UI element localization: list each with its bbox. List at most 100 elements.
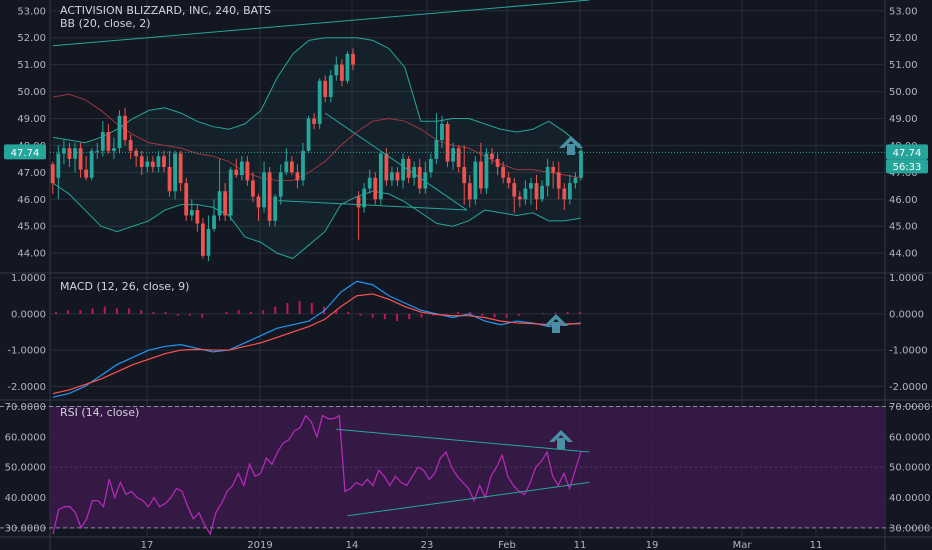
candle-body (306, 118, 311, 151)
candle-body (89, 150, 94, 178)
candle-body (567, 183, 572, 200)
candle-body (267, 172, 272, 221)
candle-body (295, 172, 300, 181)
price-tick-label-right: 44.00 (889, 249, 918, 260)
candle-body (351, 53, 355, 65)
macd-tick-label-left: -1.0000 (7, 346, 46, 357)
left-price-tag-text: 47.74 (11, 148, 40, 159)
right-price-tag-bg (886, 144, 928, 160)
candle-body (529, 183, 533, 189)
candle-body (401, 158, 405, 181)
candle-body (545, 166, 550, 186)
candle-body (50, 164, 55, 184)
price-tick-label-left: 46.00 (17, 195, 46, 206)
rsi-tick-label-right: 70.0000 (889, 402, 930, 413)
rsi-tick-label-right: 40.0000 (889, 493, 930, 504)
macd-tick-label-right: -2.0000 (889, 382, 928, 393)
candle-body (78, 148, 83, 170)
candle-body (323, 80, 328, 97)
candle-body (128, 140, 133, 151)
candle-body (490, 153, 494, 159)
price-trendline (278, 200, 468, 211)
bb-upper-line (52, 37, 582, 146)
candle-body (167, 166, 172, 192)
price-tick-label-left: 49.00 (17, 114, 46, 125)
candle-body (467, 183, 472, 200)
macd-indicator-label: MACD (12, 26, close, 9) (60, 280, 189, 293)
x-tick-label: 11 (810, 540, 823, 550)
macd-tick-label-left: 1.0000 (11, 273, 46, 284)
candle-body (523, 188, 528, 200)
candle-body (251, 180, 255, 197)
candle-body (134, 150, 139, 157)
rsi-line (52, 414, 582, 536)
candle-body (462, 166, 467, 184)
x-tick-label: 2019 (247, 540, 272, 550)
up-arrow-icon (559, 136, 583, 155)
candle-body (301, 150, 305, 181)
candle-body (328, 75, 333, 97)
candle-body (356, 196, 361, 208)
candle-body (395, 172, 400, 181)
candle-body (289, 161, 294, 173)
candle-body (378, 153, 383, 200)
candle-body (373, 177, 378, 200)
rsi-tick-label-right: 30.0000 (889, 523, 930, 534)
price-tick-label-left: 53.00 (17, 6, 46, 17)
candle-body (495, 158, 500, 167)
rsi-trendline (347, 481, 590, 517)
candle-body (345, 53, 350, 81)
rsi-plot (52, 414, 582, 536)
candle-body (173, 153, 177, 192)
candle-body (540, 185, 544, 200)
x-tick-label: Feb (498, 540, 516, 550)
x-tick-label: 14 (346, 540, 359, 550)
macd-line (52, 280, 581, 398)
price-tick-label-right: 51.00 (889, 60, 918, 71)
candle-body (67, 148, 72, 159)
candle-body (245, 161, 250, 181)
candle-body (440, 123, 444, 141)
candlesticks (50, 48, 885, 262)
rsi-band (0, 406, 932, 529)
candle-body (100, 131, 105, 151)
price-tick-label-right: 50.00 (889, 87, 918, 98)
candle-body (217, 191, 222, 216)
candle-body (84, 169, 89, 178)
candle-body (517, 196, 522, 200)
rsi-tick-label-right: 60.0000 (889, 432, 930, 443)
candle-body (451, 148, 455, 162)
candle-body (256, 196, 261, 208)
current-price-tags: 47.74 47.74 56:33 (4, 144, 928, 174)
candle-body (95, 150, 100, 152)
x-tick-label: 17 (141, 540, 154, 550)
price-tick-label-left: 52.00 (17, 33, 46, 44)
candle-body (56, 153, 61, 178)
candle-body (73, 148, 77, 159)
candle-body (234, 169, 239, 176)
price-tick-label-left: 44.00 (17, 249, 46, 260)
pane-labels: ACTIVISION BLIZZARD, INC, 240, BATS BB (… (60, 4, 271, 419)
candle-body (145, 161, 150, 167)
candle-body (278, 172, 283, 197)
price-tick-label-left: 50.00 (17, 87, 46, 98)
candle-body (456, 148, 461, 167)
rsi-tick-label-right: 50.0000 (889, 463, 930, 474)
macd-signal-line (52, 293, 581, 395)
candle-body (512, 183, 517, 197)
rsi-tick-label-left: 30.0000 (5, 523, 46, 534)
candle-body (506, 177, 511, 184)
candle-body (428, 158, 433, 173)
price-tick-label-right: 52.00 (889, 33, 918, 44)
candle-body (201, 223, 205, 256)
bb-lower-line (52, 182, 581, 260)
x-tick-label: 11 (574, 540, 587, 550)
candle-body (150, 161, 155, 167)
right-price-tag-text: 47.74 (893, 148, 922, 159)
candle-body (156, 156, 161, 167)
candle-body (445, 123, 450, 162)
price-tick-label-left: 51.00 (17, 60, 46, 71)
candle-body (262, 172, 266, 208)
bb-indicator-label: BB (20, close, 2) (60, 17, 151, 30)
